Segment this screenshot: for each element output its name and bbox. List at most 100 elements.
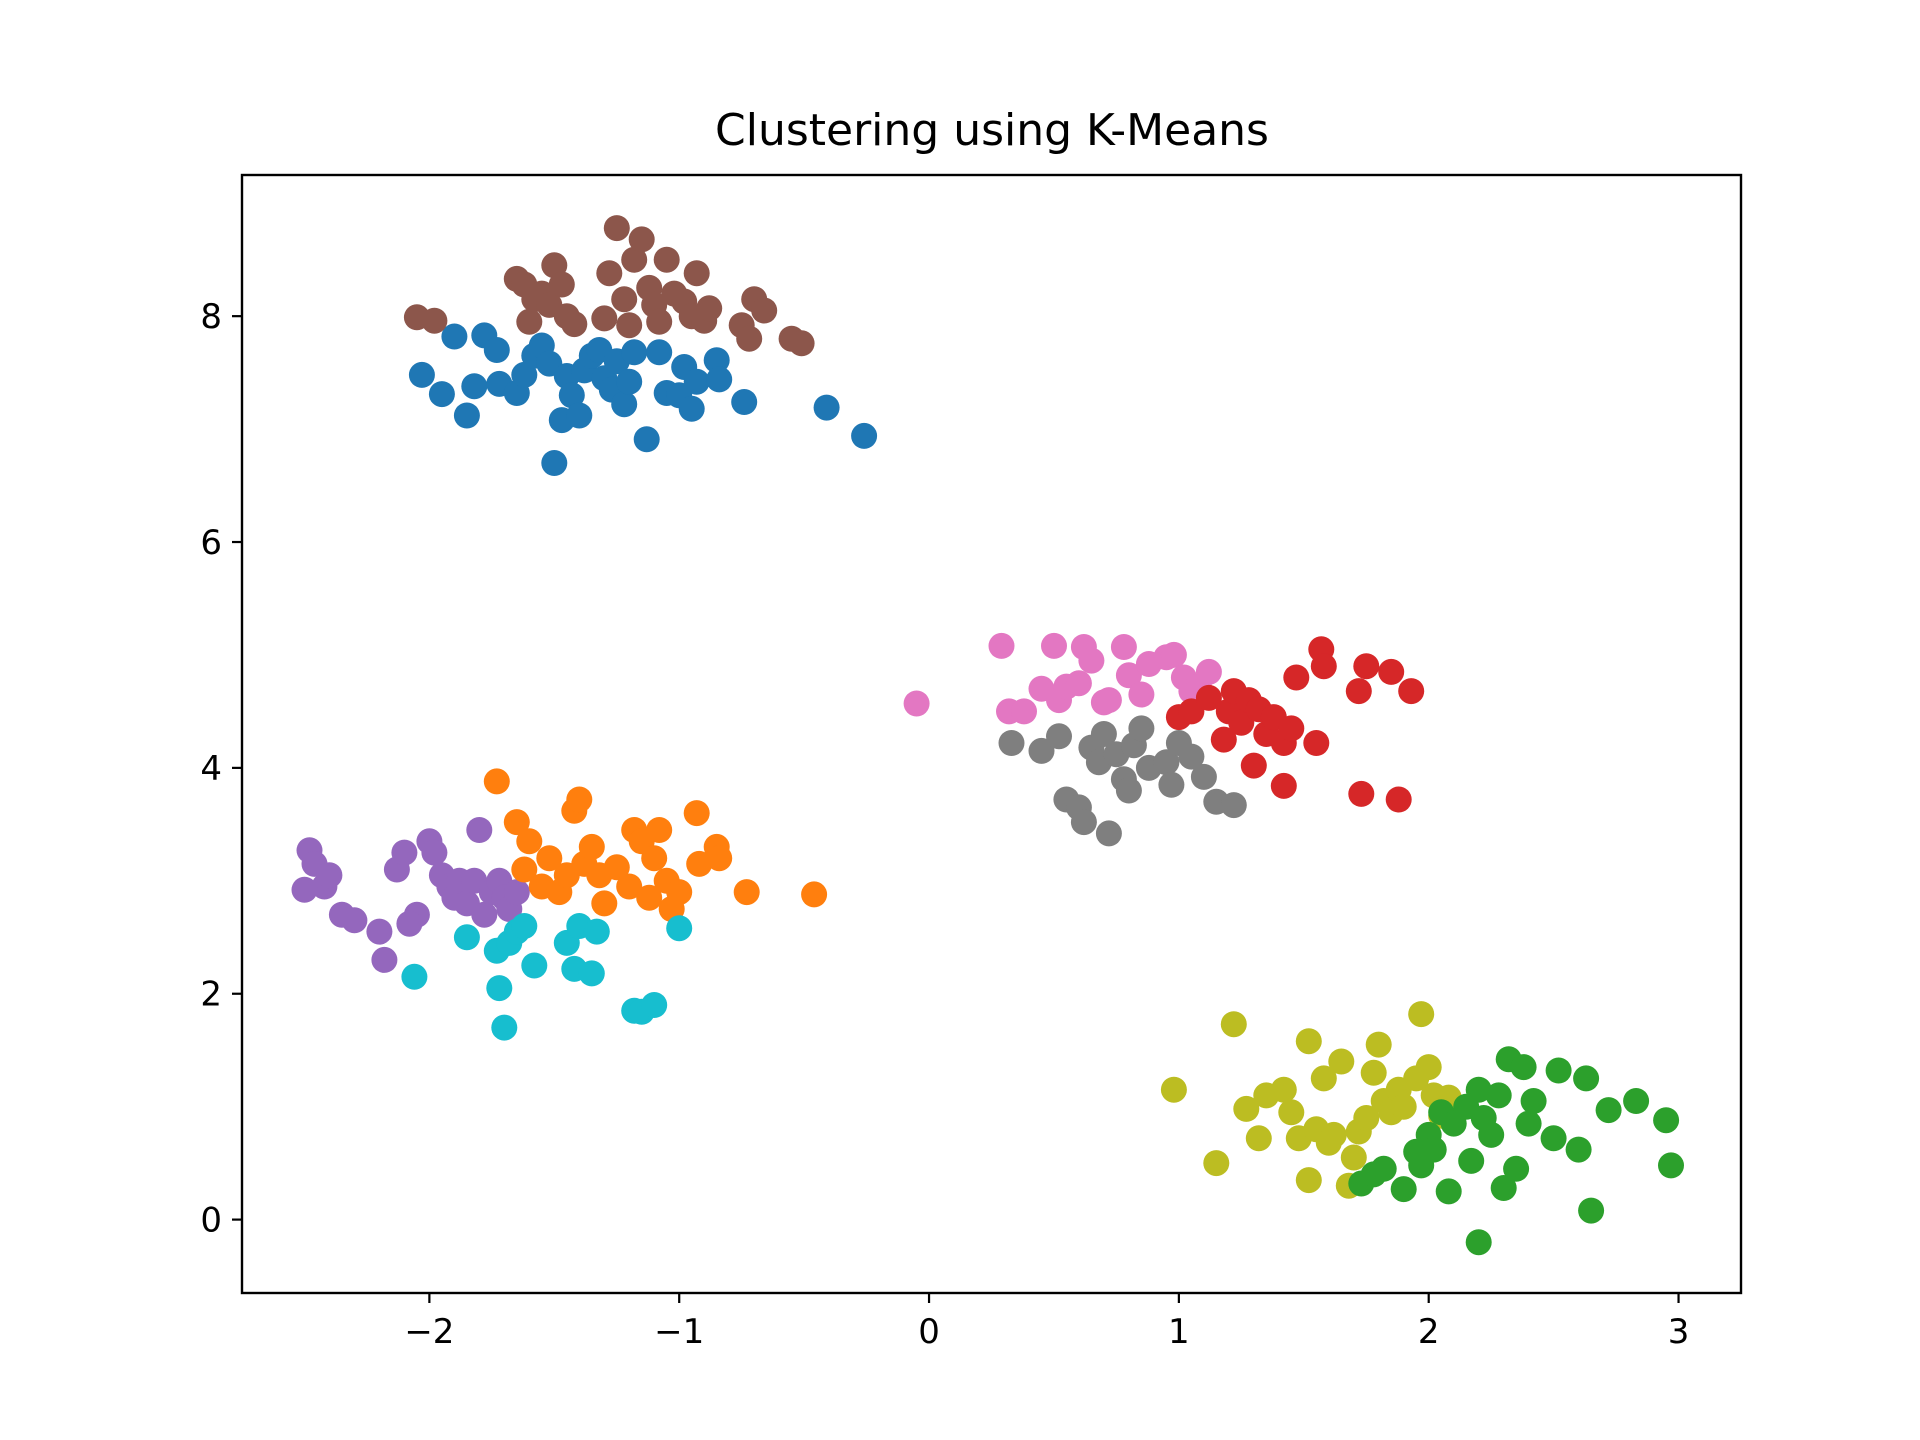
- data-point: [1178, 698, 1205, 725]
- data-point: [1310, 653, 1337, 680]
- data-point: [621, 339, 648, 366]
- data-point: [1178, 743, 1205, 770]
- data-point: [633, 426, 660, 453]
- data-point: [566, 402, 593, 429]
- data-point: [1115, 662, 1142, 689]
- data-point: [1078, 647, 1105, 674]
- data-point: [366, 918, 393, 945]
- data-point: [1283, 664, 1310, 691]
- chart-title: Clustering using K-Means: [715, 105, 1269, 156]
- data-point: [1203, 1150, 1230, 1177]
- y-tick-label: 8: [200, 297, 222, 337]
- data-point: [1540, 1125, 1567, 1152]
- data-point: [628, 226, 655, 253]
- series-1: [403, 215, 815, 357]
- data-point: [1070, 809, 1097, 836]
- data-point: [903, 690, 930, 717]
- data-point: [471, 901, 498, 928]
- data-point: [1153, 749, 1180, 776]
- data-point: [733, 879, 760, 906]
- data-point: [1195, 684, 1222, 711]
- data-point: [1210, 726, 1237, 753]
- data-point: [1658, 1152, 1684, 1179]
- data-point: [1028, 737, 1055, 764]
- data-point: [1458, 1147, 1485, 1174]
- data-point: [851, 422, 878, 449]
- data-point: [1595, 1097, 1622, 1124]
- data-point: [621, 246, 648, 273]
- data-point: [1653, 1107, 1680, 1134]
- x-tick-label: 1: [1168, 1312, 1190, 1352]
- series-0: [408, 322, 878, 476]
- data-point: [641, 992, 668, 1018]
- data-point: [686, 850, 713, 877]
- data-point: [291, 876, 318, 903]
- data-point: [391, 839, 418, 866]
- x-tick-label: −2: [404, 1312, 454, 1352]
- data-point: [461, 373, 488, 400]
- x-tick-label: −1: [654, 1312, 704, 1352]
- data-point: [1485, 1082, 1512, 1109]
- data-point: [491, 1014, 518, 1041]
- data-point: [421, 307, 448, 334]
- data-point: [1128, 681, 1155, 708]
- data-point: [511, 361, 538, 388]
- data-point: [653, 246, 680, 273]
- data-point: [1378, 658, 1405, 685]
- data-point: [1158, 771, 1185, 798]
- data-point: [578, 833, 605, 860]
- series-6: [483, 768, 828, 922]
- data-point: [503, 809, 530, 836]
- data-point: [1573, 1065, 1600, 1092]
- data-point: [548, 271, 575, 298]
- data-point: [1545, 1057, 1572, 1084]
- data-point: [541, 450, 568, 476]
- plot-area-frame: [240, 173, 1743, 1295]
- data-point: [683, 260, 710, 287]
- data-point: [1385, 786, 1412, 813]
- series-2: [903, 632, 1222, 725]
- data-point: [1160, 1076, 1187, 1103]
- data-point: [1095, 687, 1122, 714]
- data-point: [603, 854, 630, 881]
- data-point: [558, 382, 585, 409]
- data-point: [706, 366, 733, 393]
- x-tick-label: 3: [1668, 1312, 1690, 1352]
- data-point: [1240, 752, 1267, 779]
- data-point: [428, 381, 455, 408]
- data-point: [521, 952, 548, 979]
- data-point: [511, 913, 538, 939]
- series-5: [291, 817, 530, 973]
- data-point: [1190, 763, 1217, 790]
- data-point: [1510, 1054, 1537, 1081]
- data-point: [988, 632, 1015, 659]
- data-point: [441, 323, 468, 350]
- data-point: [1065, 670, 1092, 697]
- x-tick-label: 0: [918, 1312, 940, 1352]
- data-point: [1090, 721, 1117, 747]
- data-point: [536, 845, 563, 872]
- series-9: [1348, 1046, 1684, 1256]
- data-point: [1220, 792, 1247, 819]
- data-point: [483, 768, 510, 795]
- data-point: [566, 786, 593, 813]
- data-point: [1420, 1136, 1447, 1163]
- data-point: [1228, 709, 1255, 736]
- data-point: [1110, 634, 1137, 660]
- data-point: [1360, 1059, 1387, 1086]
- data-point: [703, 347, 730, 374]
- data-point: [1490, 1175, 1517, 1201]
- data-point: [1503, 1155, 1530, 1182]
- data-point: [751, 297, 778, 324]
- y-tick-label: 6: [200, 523, 222, 563]
- x-tick-label: 2: [1418, 1312, 1440, 1352]
- data-point: [1353, 653, 1380, 680]
- data-point: [1233, 1095, 1260, 1122]
- data-point: [1623, 1088, 1650, 1114]
- axis-ticks: −2 −1 0 1 2 3 0 2 4 6 8: [200, 297, 1689, 1352]
- data-point: [1295, 1167, 1322, 1194]
- data-point: [611, 286, 638, 313]
- data-point: [1310, 1065, 1337, 1092]
